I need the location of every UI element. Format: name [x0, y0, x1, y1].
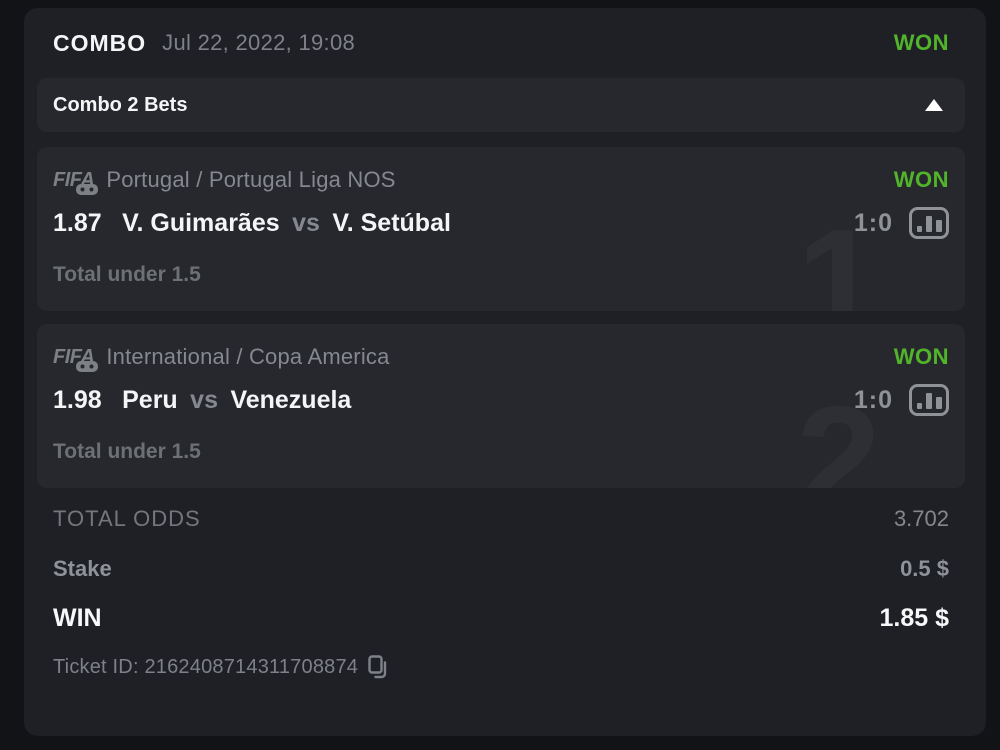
gamepad-icon [76, 183, 99, 195]
league-group: FIFA International / Copa America [53, 344, 390, 372]
score-group: 1:0 [854, 384, 949, 416]
ticket-id-row: Ticket ID: 2162408714311708874 [37, 655, 965, 679]
match-row: 1.87 V. Guimarães vs V. Setúbal 1:0 [53, 207, 949, 239]
ticket-datetime: Jul 22, 2022, 19:08 [162, 30, 356, 55]
ticket-id-text: Ticket ID: 2162408714311708874 [53, 655, 359, 678]
bet-card-1-header: FIFA Portugal / Portugal Liga NOS WON [53, 167, 949, 195]
combo-bets-collapse-bar[interactable]: Combo 2 Bets [37, 78, 965, 132]
market-row: Total under 1.5 [53, 440, 949, 464]
odds-value: 1.98 [53, 385, 102, 414]
total-odds-label: TOTAL ODDS [53, 506, 201, 531]
match-score: 1:0 [853, 385, 893, 414]
bet-card-2: 2 FIFA International / Copa America WON … [37, 324, 965, 488]
stats-bars-icon[interactable] [909, 384, 949, 416]
market-row: Total under 1.5 [53, 263, 949, 287]
stake-value: 0.5 $ [900, 556, 949, 581]
win-value: 1.85 $ [879, 604, 949, 632]
ticket-type-label: COMBO [53, 29, 147, 56]
bet-status-badge: WON [893, 167, 949, 192]
vs-label: vs [190, 385, 218, 414]
total-odds-row: TOTAL ODDS 3.702 [37, 506, 965, 532]
total-odds-value: 3.702 [893, 506, 949, 531]
ticket-header: COMBO Jul 22, 2022, 19:08 WON [37, 8, 965, 78]
league-label: International / Copa America [106, 344, 390, 369]
stats-bars-icon[interactable] [909, 207, 949, 239]
vs-label: vs [292, 208, 320, 237]
match-score: 1:0 [853, 208, 893, 237]
league-label: Portugal / Portugal Liga NOS [106, 167, 396, 192]
copy-icon[interactable] [368, 655, 388, 679]
ticket-status-badge: WON [893, 30, 949, 55]
home-team: V. Guimarães [122, 208, 280, 237]
fifa-esports-icon: FIFA [53, 346, 99, 372]
bet-card-2-header: FIFA International / Copa America WON [53, 344, 949, 372]
odds-value: 1.87 [53, 208, 102, 237]
stake-row: Stake 0.5 $ [37, 556, 965, 582]
score-group: 1:0 [854, 207, 949, 239]
win-row: WIN 1.85 $ [37, 604, 965, 633]
fifa-esports-icon: FIFA [53, 169, 99, 195]
triangle-up-icon[interactable] [925, 99, 943, 111]
win-label: WIN [53, 604, 102, 632]
gamepad-icon [76, 360, 99, 372]
match-name: 1.87 V. Guimarães vs V. Setúbal [53, 209, 451, 238]
home-team: Peru [122, 385, 178, 414]
bet-status-badge: WON [893, 344, 949, 369]
match-row: 1.98 Peru vs Venezuela 1:0 [53, 384, 949, 416]
away-team: V. Setúbal [332, 208, 451, 237]
stake-label: Stake [53, 556, 112, 581]
away-team: Venezuela [230, 385, 352, 414]
match-name: 1.98 Peru vs Venezuela [53, 386, 351, 415]
market-label: Total under 1.5 [53, 440, 201, 463]
combo-bets-label: Combo 2 Bets [53, 93, 188, 116]
bet-ticket-panel: COMBO Jul 22, 2022, 19:08 WON Combo 2 Be… [24, 8, 986, 736]
league-group: FIFA Portugal / Portugal Liga NOS [53, 167, 396, 195]
bet-card-1: 1 FIFA Portugal / Portugal Liga NOS WON … [37, 147, 965, 311]
market-label: Total under 1.5 [53, 263, 201, 286]
